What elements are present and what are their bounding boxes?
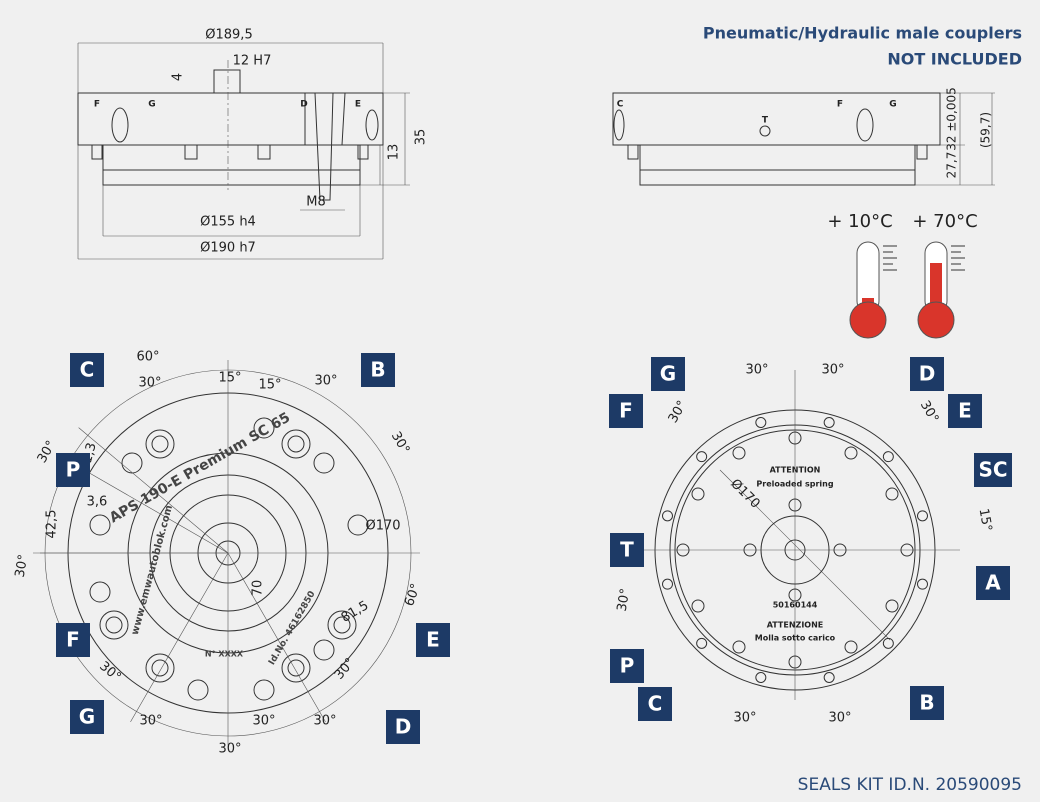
engraving: N° XXXX: [205, 650, 244, 659]
dimension: 4: [171, 73, 186, 81]
dimension: 30°: [313, 714, 336, 729]
dimension: 3,6: [87, 495, 108, 510]
port-label: T: [620, 538, 634, 562]
port-label: C: [80, 358, 95, 382]
port-letter: F: [837, 100, 843, 110]
footer: SEALS KIT ID.N. 20590095: [798, 775, 1022, 795]
port-label: C: [648, 692, 663, 716]
dimension: 30°: [218, 742, 241, 757]
dimension: 13: [387, 144, 402, 161]
dimension: 30°: [821, 363, 844, 378]
dimension: 42,5: [45, 510, 60, 539]
dimension: 30°: [745, 363, 768, 378]
dimension: 30°: [733, 711, 756, 726]
port-label: G: [660, 362, 676, 386]
dimension: Ø155 h4: [200, 215, 256, 230]
port-letter: E: [355, 100, 361, 110]
dimension: Ø189,5: [205, 28, 252, 43]
note: ATTENZIONE: [767, 621, 824, 630]
port-letter: G: [148, 100, 155, 110]
port-label: F: [66, 628, 80, 652]
port-label: A: [985, 571, 1001, 595]
dimension: (59,7): [979, 112, 993, 148]
dimension: 27,7: [945, 152, 959, 179]
port-label: P: [66, 458, 81, 482]
dimension: 32 ±0,005: [945, 87, 959, 151]
port-label: P: [620, 654, 635, 678]
note: 50160144: [773, 601, 818, 610]
header-line2: NOT INCLUDED: [887, 50, 1022, 69]
port-label: D: [395, 715, 412, 739]
dimension: 30°: [828, 711, 851, 726]
dimension: 30°: [138, 376, 161, 391]
port-letter: D: [300, 100, 307, 110]
port-label: SC: [978, 458, 1007, 482]
port-letter: F: [94, 100, 100, 110]
note: Preloaded spring: [756, 480, 833, 489]
dimension: M8: [306, 195, 326, 210]
dimension: Ø170: [365, 519, 400, 534]
port-label: B: [370, 358, 385, 382]
temperature: + 10°C: [827, 211, 892, 232]
dimension: 15°: [218, 371, 241, 386]
port-label: G: [79, 705, 95, 729]
dimension: 30°: [314, 374, 337, 389]
dimension: 35: [414, 129, 429, 146]
temperature: + 70°C: [912, 211, 977, 232]
dimension: 30°: [252, 714, 275, 729]
drawing-sheet: Pneumatic/Hydraulic male couplers NOT IN…: [0, 0, 1040, 802]
port-letter: C: [617, 100, 624, 110]
header-line1: Pneumatic/Hydraulic male couplers: [703, 24, 1022, 43]
dimension: 12 H7: [233, 54, 272, 69]
dimension: 70: [251, 580, 266, 597]
port-letter: T: [762, 116, 769, 126]
note: Molla sotto carico: [755, 634, 836, 643]
port-letter: G: [889, 100, 896, 110]
port-label: F: [619, 399, 633, 423]
dimension: Ø190 h7: [200, 241, 256, 256]
port-label: E: [426, 628, 440, 652]
port-label: B: [919, 691, 934, 715]
note: ATTENTION: [770, 466, 821, 475]
port-label: D: [919, 362, 936, 386]
dimension: 15°: [258, 378, 281, 393]
port-label: E: [958, 399, 972, 423]
dimension: 30°: [139, 714, 162, 729]
dimension: 60°: [136, 350, 159, 365]
